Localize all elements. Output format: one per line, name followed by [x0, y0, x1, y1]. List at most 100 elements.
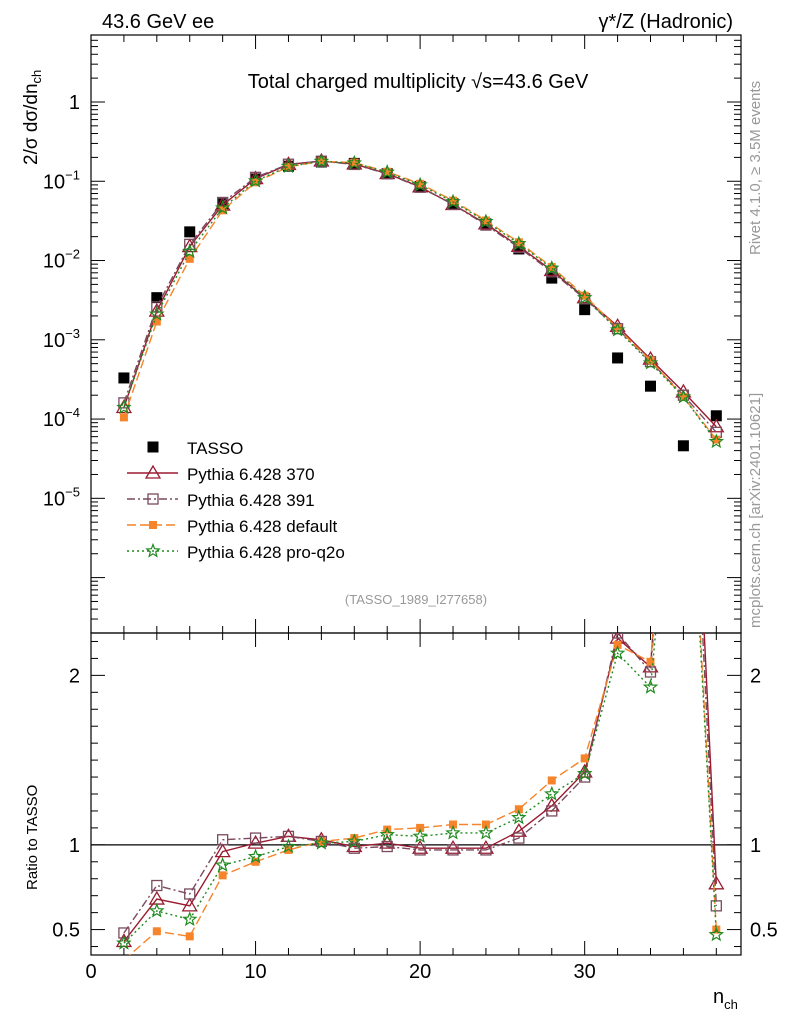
data-point [712, 435, 721, 444]
data-point [284, 162, 293, 171]
data-point [148, 302, 165, 317]
data-point [644, 380, 656, 392]
main-y-axis-label: 2/σ dσ/dnch [21, 70, 44, 165]
series-line [123, 160, 717, 433]
data-point [679, 392, 688, 401]
data-point [445, 193, 461, 209]
data-point [580, 291, 589, 300]
data-point [677, 330, 689, 342]
data-point [346, 833, 363, 849]
y-tick-label: 10−4 [43, 405, 80, 431]
x-tick-label: 0 [85, 961, 96, 983]
y-tick-label: 2 [69, 665, 80, 687]
data-point [151, 301, 163, 313]
y-tick-label: 1 [69, 92, 80, 114]
data-point [708, 875, 725, 890]
data-point [184, 888, 196, 900]
series-line [123, 160, 717, 441]
data-point [185, 254, 194, 263]
data-point [148, 306, 165, 321]
data-point [152, 927, 161, 936]
data-point [449, 820, 458, 829]
data-point [646, 657, 655, 666]
data-point [216, 834, 229, 846]
data-point [181, 238, 198, 253]
data-point [710, 900, 722, 912]
data-point [547, 262, 556, 271]
main-series-group [115, 152, 725, 452]
data-point [710, 410, 722, 422]
legend: TASSO Pythia 6.428 370 Pythia 6.428 391 Pyt… [127, 439, 345, 562]
data-point [313, 153, 330, 169]
legend-label: Pythia 6.428 370 [187, 465, 315, 484]
data-point [280, 838, 297, 854]
data-point [214, 199, 231, 215]
y-tick-label: 10−5 [43, 484, 80, 510]
data-point [317, 837, 326, 846]
data-point [218, 871, 227, 880]
data-point [144, 464, 162, 479]
data-point [513, 832, 525, 844]
data-point [412, 828, 428, 843]
data-point [511, 235, 527, 251]
legend-label: Pythia 6.428 391 [187, 491, 315, 510]
data-point [145, 542, 161, 558]
legend-label: TASSO [187, 439, 243, 458]
data-point [449, 196, 458, 205]
y-tick-label: 2 [750, 665, 761, 687]
data-point [115, 399, 133, 414]
data-point [247, 172, 264, 188]
data-point [350, 158, 359, 167]
y-tick-label: 10−3 [43, 326, 80, 352]
data-point [116, 399, 132, 415]
data-point [677, 440, 689, 452]
legend-label: Pythia 6.428 pro-q2o [187, 543, 345, 562]
data-point [511, 809, 527, 825]
data-point [514, 805, 523, 814]
data-point [148, 902, 165, 918]
data-point [708, 418, 725, 433]
ratio-plot-area: 0 10 20 30 0.5 0.5 1 1 2 2 [52, 247, 778, 983]
data-point [445, 824, 461, 840]
data-point [313, 834, 330, 850]
data-point [280, 158, 297, 174]
data-point [510, 822, 527, 837]
data-point [613, 640, 622, 649]
data-point [579, 771, 591, 783]
data-point [478, 824, 494, 840]
data-point [251, 178, 260, 187]
data-point [644, 666, 657, 678]
data-point [383, 167, 392, 176]
data-point [379, 826, 395, 842]
series-line [123, 633, 718, 934]
y-tick-label: 1 [69, 835, 80, 857]
data-point [181, 897, 198, 912]
data-point [116, 934, 132, 950]
series-line [123, 160, 717, 428]
analysis-tag: (TASSO_1989_I277658) [345, 592, 487, 607]
data-point [416, 823, 425, 832]
mcplots-label: mcplots.cern.ch [arXiv:2401.10621] [747, 393, 764, 628]
x-tick-label: 30 [574, 961, 596, 983]
data-point [147, 493, 159, 505]
x-axis-label: nch [713, 986, 738, 1012]
data-point [152, 317, 161, 326]
data-point [546, 272, 558, 284]
x-tick-label: 20 [409, 961, 431, 983]
data-point [480, 844, 492, 856]
data-point [642, 354, 659, 370]
data-point [119, 413, 128, 422]
data-point [182, 243, 198, 259]
data-point [120, 956, 128, 964]
y-tick-label: 1 [750, 835, 761, 857]
data-point [151, 292, 163, 304]
data-point [247, 834, 264, 849]
data-point [513, 243, 525, 255]
data-point [447, 844, 459, 856]
data-point [579, 304, 591, 316]
main-plot-title: Total charged multiplicity √s=43.6 GeV [248, 71, 589, 93]
data-point [642, 679, 659, 694]
data-point [678, 247, 688, 257]
data-point [249, 832, 262, 844]
